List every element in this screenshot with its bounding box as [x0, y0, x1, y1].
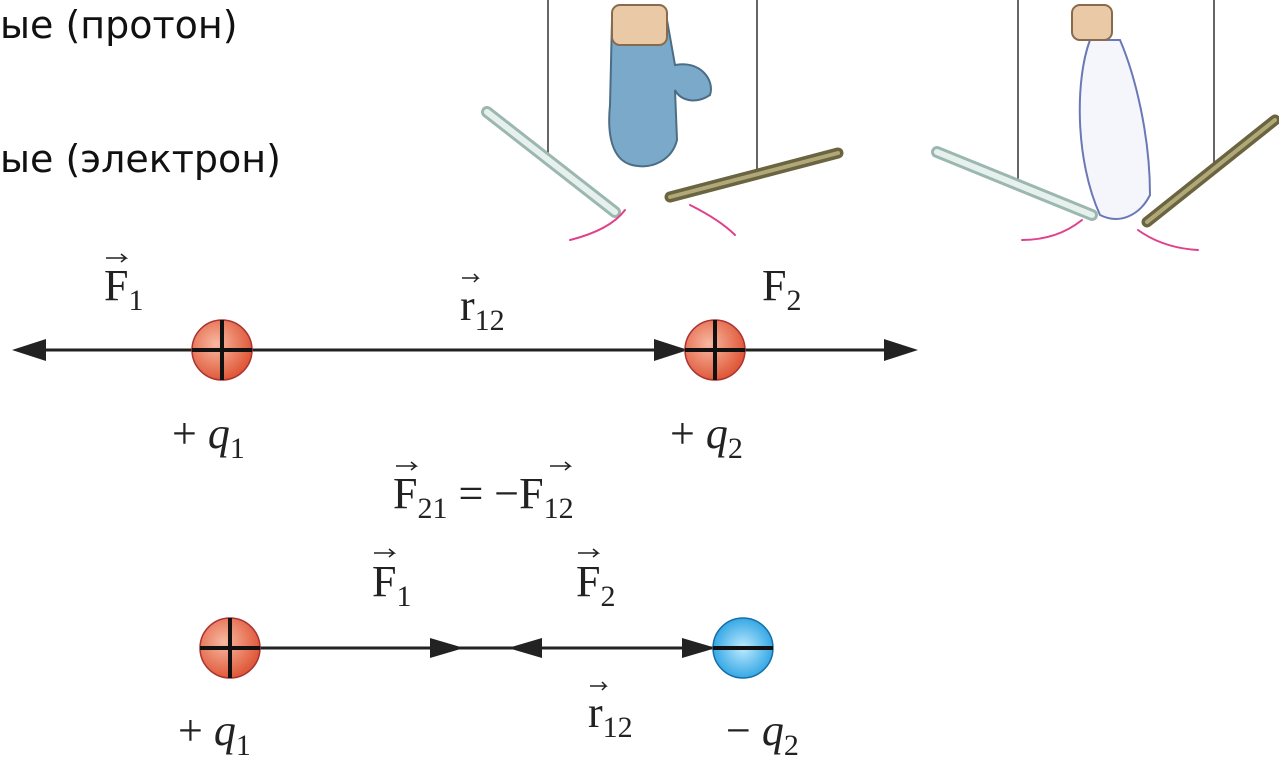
separation-label: r12	[588, 688, 633, 744]
charge-label: + q1	[172, 409, 245, 465]
label-part: q	[762, 706, 784, 755]
label-part: +	[172, 409, 197, 458]
label-part: 1	[230, 432, 245, 465]
label-part: F	[576, 557, 600, 606]
label-part: q	[208, 409, 230, 458]
label-part: 2	[600, 580, 615, 613]
force-label: F1	[104, 261, 143, 317]
force-label: F2	[576, 557, 615, 613]
separation-label: r12	[460, 281, 505, 337]
label-part: q	[214, 706, 236, 755]
label-part: 2	[784, 729, 799, 758]
text-line: ые (электрон)	[0, 137, 281, 181]
label-part: 12	[475, 304, 505, 337]
charge-label: + q2	[670, 409, 743, 465]
label-part: 2	[728, 432, 743, 465]
attraction-diagram: F1 F2 + q1 r12 − q2	[178, 549, 799, 758]
label-part: 21	[417, 492, 447, 525]
label-part: F	[104, 261, 128, 310]
equation: F21 = −F12	[393, 469, 574, 525]
label-part: r	[460, 281, 475, 330]
label-part: 1	[236, 729, 251, 758]
label-part: F	[762, 261, 786, 310]
charge-label: − q2	[726, 706, 799, 758]
label-part: +	[670, 409, 695, 458]
label-part: 1	[396, 580, 411, 613]
text-line: ые (протон)	[0, 3, 238, 47]
label-part: = −	[458, 469, 519, 518]
label-part: q	[706, 409, 728, 458]
force-label: F1	[372, 557, 411, 613]
label-part: F	[372, 557, 396, 606]
force-label: F2	[762, 261, 801, 317]
page: ые (протон) ые (электрон) F1 r12 F2 + q1…	[0, 0, 1279, 758]
label-part: 12	[544, 492, 574, 525]
label-part: F	[393, 469, 417, 518]
label-part: r	[588, 688, 603, 737]
label-part: F	[519, 469, 543, 518]
repulsion-diagram: F1 r12 F2 + q1 + q2	[12, 254, 918, 465]
label-part: +	[178, 706, 203, 755]
label-part: 2	[786, 284, 801, 317]
label-part: −	[726, 706, 751, 755]
charge-label: + q1	[178, 706, 251, 758]
label-part: 1	[128, 284, 143, 317]
slide: ые (протон) ые (электрон) F1 r12 F2 + q1…	[0, 0, 1279, 758]
illustration	[487, 0, 1275, 250]
label-part: 12	[603, 711, 633, 744]
